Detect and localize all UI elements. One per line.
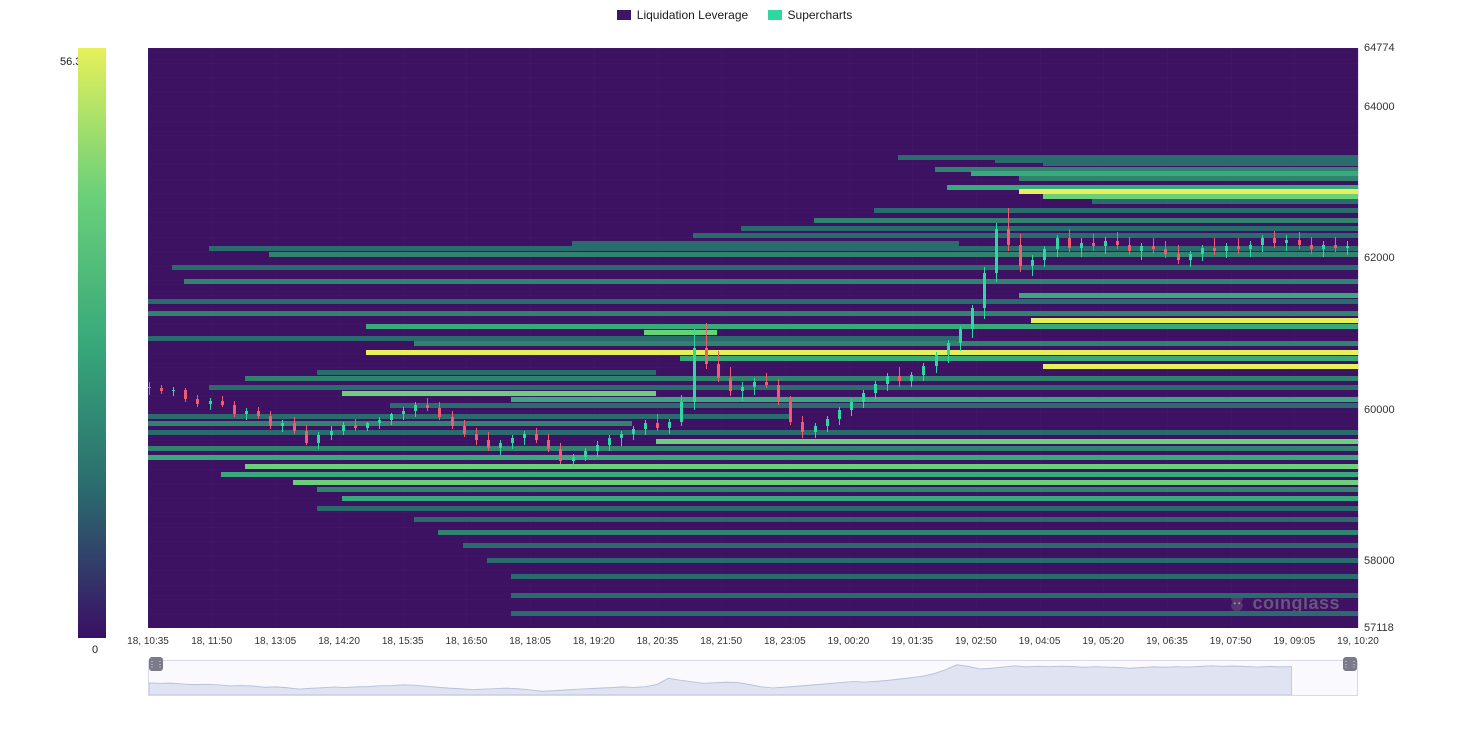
heatmap-bar (184, 279, 1358, 284)
navigator-handle-left[interactable]: ⋮⋮ (149, 657, 163, 671)
heatmap-bar (741, 226, 1358, 231)
heatmap-bar (438, 530, 1358, 535)
heatmap-bar (656, 439, 1358, 444)
heatmap-bar (293, 480, 1358, 485)
legend-item[interactable]: Supercharts (768, 8, 853, 22)
x-tick-label: 18, 13:05 (255, 636, 297, 647)
heatmap-bar (814, 218, 1359, 223)
candlestick-heatmap-chart[interactable]: coinglass (148, 48, 1358, 628)
heatmap-bar (317, 487, 1358, 492)
y-tick-label: 62000 (1364, 252, 1395, 264)
heatmap-bar (1092, 199, 1358, 204)
x-tick-label: 19, 05:20 (1082, 636, 1124, 647)
colorbar-min: 0 (92, 644, 98, 656)
heatmap-bar (390, 403, 1358, 408)
heatmap-bar (511, 574, 1358, 579)
legend-swatch (617, 10, 631, 20)
heatmap-bar (209, 246, 1359, 251)
heatmap-bar (148, 414, 789, 419)
y-tick-label: 64774 (1364, 42, 1395, 54)
x-tick-label: 19, 01:35 (891, 636, 933, 647)
heatmap-bar (487, 558, 1358, 563)
heatmap-bar (148, 299, 1358, 304)
x-axis: 18, 10:3518, 11:5018, 13:0518, 14:2018, … (148, 636, 1358, 656)
x-tick-label: 19, 06:35 (1146, 636, 1188, 647)
x-tick-label: 18, 11:50 (191, 636, 232, 647)
y-axis: 647746400062000600005800057118 (1364, 48, 1424, 628)
heatmap-bar (172, 265, 1358, 270)
heatmap-bar (511, 611, 1358, 616)
time-navigator[interactable]: ⋮⋮ ⋮⋮ (148, 660, 1358, 696)
heatmap-bar (874, 208, 1358, 213)
legend-label: Liquidation Leverage (637, 8, 748, 22)
heatmap-bar (245, 376, 1358, 381)
colorbar (78, 48, 106, 638)
x-tick-label: 18, 23:05 (764, 636, 806, 647)
x-tick-label: 18, 19:20 (573, 636, 615, 647)
heatmap-bar (148, 446, 1358, 451)
x-tick-label: 19, 07:50 (1210, 636, 1252, 647)
heatmap-bar (511, 593, 1358, 598)
legend-swatch (768, 10, 782, 20)
y-tick-label: 60000 (1364, 404, 1395, 416)
x-tick-label: 18, 15:35 (382, 636, 424, 647)
heatmap-bar (414, 517, 1358, 522)
heatmap-bar (366, 324, 1358, 329)
x-tick-label: 18, 20:35 (637, 636, 679, 647)
x-tick-label: 19, 00:20 (828, 636, 870, 647)
x-tick-label: 18, 14:20 (318, 636, 360, 647)
heatmap-bar (693, 233, 1359, 238)
heatmap-bar (317, 506, 1358, 511)
x-tick-label: 19, 04:05 (1019, 636, 1061, 647)
x-tick-label: 18, 21:50 (700, 636, 742, 647)
heatmap-bar (317, 370, 656, 375)
legend-item[interactable]: Liquidation Leverage (617, 8, 748, 22)
heatmap-bar (1043, 161, 1358, 166)
heatmap-bar (463, 543, 1358, 548)
heatmap-bar (209, 385, 1359, 390)
heatmap-bar (366, 350, 1358, 355)
heatmap-bar (148, 311, 1358, 316)
x-tick-label: 19, 10:20 (1337, 636, 1379, 647)
heatmap-bar (148, 421, 632, 426)
chart-legend: Liquidation Leverage Supercharts (0, 8, 1469, 23)
heatmap-bar (342, 496, 1358, 501)
navigator-sparkline (149, 661, 1292, 695)
x-tick-label: 19, 09:05 (1273, 636, 1315, 647)
heatmap-bar (1043, 364, 1358, 369)
heatmap-bar (148, 455, 1358, 460)
legend-label: Supercharts (788, 8, 853, 22)
heatmap-bar (1019, 176, 1358, 181)
y-tick-label: 57118 (1364, 622, 1394, 634)
x-tick-label: 19, 02:50 (955, 636, 997, 647)
navigator-handle-right[interactable]: ⋮⋮ (1343, 657, 1357, 671)
heatmap-bar (342, 391, 657, 396)
heatmap-bar (680, 356, 1358, 361)
heatmap-bar (1019, 293, 1358, 298)
x-tick-label: 18, 18:05 (509, 636, 551, 647)
y-tick-label: 64000 (1364, 101, 1395, 113)
heatmap-bar (1031, 318, 1358, 323)
heatmap-bar (221, 472, 1358, 477)
x-tick-label: 18, 16:50 (446, 636, 488, 647)
heatmap-bar (269, 252, 1358, 257)
y-tick-label: 58000 (1364, 555, 1395, 567)
heatmap-bar (245, 464, 1358, 469)
colorbar-gradient (78, 48, 106, 638)
heatmap-bar (414, 341, 1358, 346)
heatmap-bar (511, 397, 1358, 402)
x-tick-label: 18, 10:35 (127, 636, 169, 647)
